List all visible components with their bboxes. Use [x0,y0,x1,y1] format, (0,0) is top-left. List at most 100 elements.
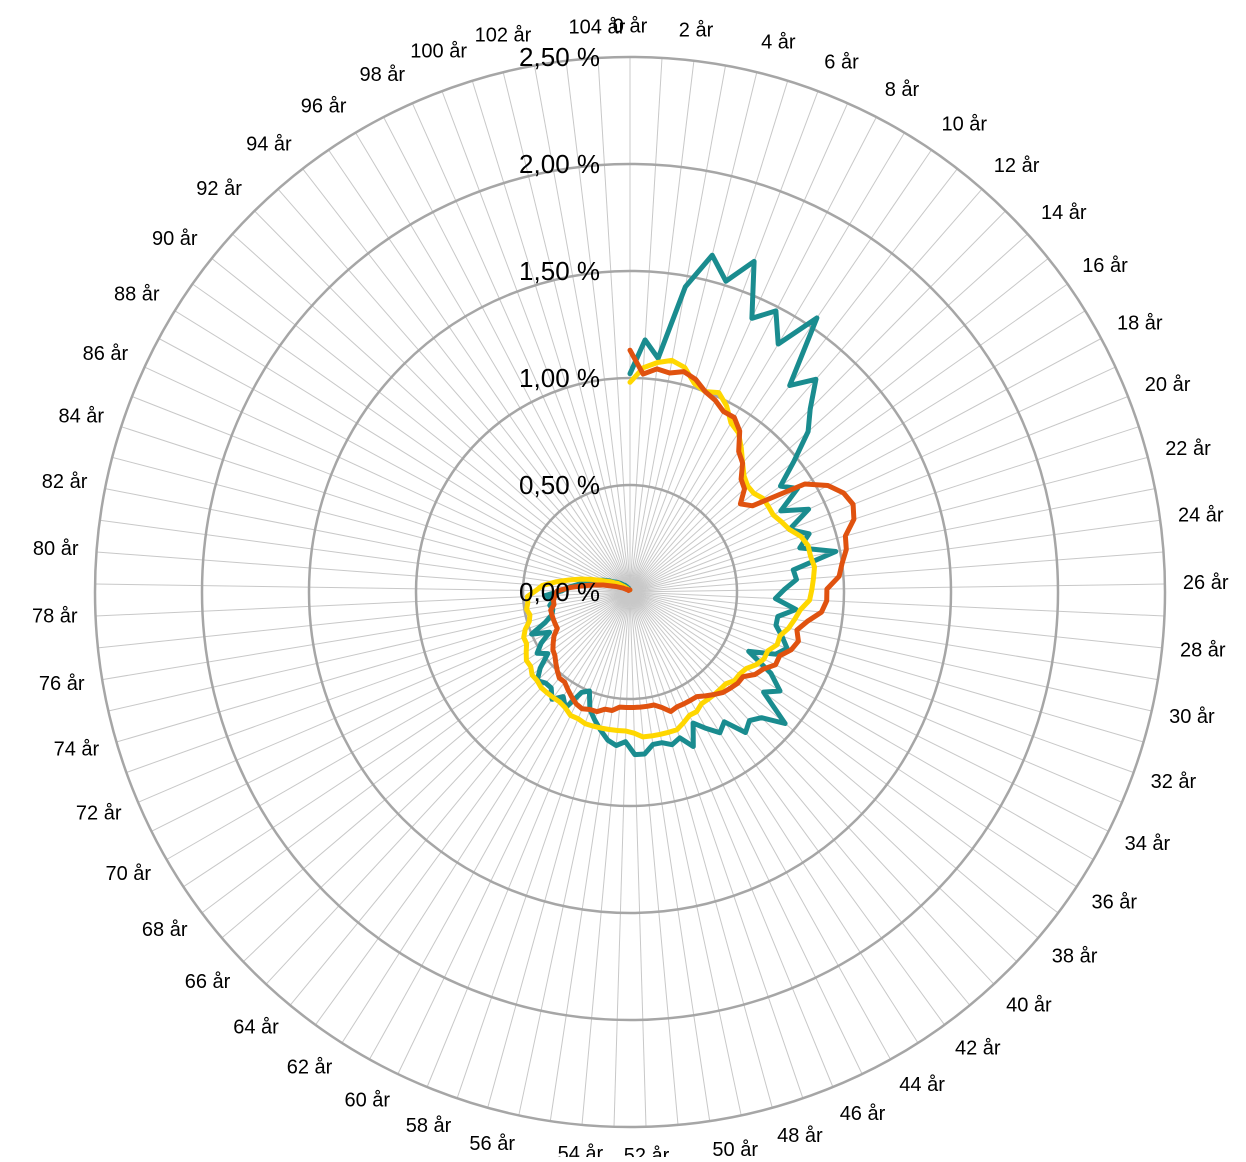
category-label: 46 år [840,1103,886,1125]
spoke-line [629,591,773,1108]
spoke-line [597,57,631,593]
category-label: 100 år [410,40,467,62]
category-label: 18 år [1117,313,1163,335]
spoke-line [629,591,1152,712]
category-label: 80 år [33,538,79,560]
spoke-line [629,310,1086,593]
radial-tick-label: 2,00 % [519,149,600,179]
spoke-line [629,591,1134,773]
spoke-line [137,591,631,803]
radial-tick-label: 0,00 % [519,577,600,607]
spoke-line [629,591,1018,963]
category-label: 78 år [32,606,78,628]
category-label: 24 år [1178,504,1224,526]
series-line-3 [548,347,857,715]
spoke-line [629,188,983,593]
spoke-line [105,488,631,593]
category-label: 64 år [233,1017,279,1039]
spoke-line [411,103,631,593]
radial-tick-label: 2,50 % [519,42,600,72]
radial-tick-labels: 0,00 % 0,50 % 1,00 % 1,50 % 2,00 % 2,50 % [519,42,600,607]
spoke-line [397,591,631,1075]
spoke-line [565,60,631,593]
spoke-line [629,366,1116,593]
category-label: 36 år [1092,892,1138,914]
spoke-line [629,80,789,593]
spoke-line [221,591,631,939]
spoke-line [629,591,834,1088]
category-label: 54 år [558,1143,604,1157]
spoke-line [534,65,631,593]
category-label: 66 år [185,971,231,993]
spoke-line [629,591,995,985]
spoke-line [629,116,877,593]
spoke-line [355,132,631,593]
spoke-line [613,591,631,1127]
category-label: 58 år [406,1115,452,1137]
spoke-line [192,283,631,593]
spoke-line [174,310,631,593]
spoke-line [629,591,1109,832]
category-label: 40 år [1006,994,1052,1016]
spoke-line [116,591,631,743]
spoke-line [95,583,631,593]
category-label: 48 år [777,1125,823,1147]
ring-gridline [521,483,739,701]
radial-tick-label: 1,00 % [519,363,600,393]
spoke-line [121,426,631,593]
ring-gridline [200,162,1060,1022]
spoke-line [265,591,631,985]
spoke-line [629,591,1165,617]
category-label: 28 år [1180,639,1226,661]
category-label: 6 år [824,51,859,73]
spoke-line [629,591,679,1125]
spoke-line [629,149,932,593]
spoke-line [99,519,631,593]
spoke-line [102,591,631,681]
category-label: 20 år [1145,374,1191,396]
category-label: 98 år [360,64,406,86]
category-label: 70 år [106,863,152,885]
spoke-line [629,210,1006,593]
category-label: 14 år [1041,202,1087,224]
category-label: 50 år [712,1139,758,1157]
category-label: 74 år [54,739,100,761]
category-label: 92 år [196,178,242,200]
spoke-line [254,210,631,593]
category-label: 26 år [1183,572,1229,594]
category-label: 56 år [469,1133,515,1155]
spoke-line [629,396,1129,593]
spoke-line [629,591,891,1060]
spoke-line [629,591,1094,860]
spoke-line [629,72,758,593]
category-label: 22 år [1165,438,1211,460]
spoke-line [629,233,1028,593]
category-label: 86 år [83,343,129,365]
series-line-2 [521,357,817,740]
spoke-line [629,519,1161,593]
spoke-line [629,591,647,1127]
spoke-line [328,149,631,593]
category-label: 52 år [624,1145,670,1157]
category-label: 10 år [942,113,988,135]
spoke-line [426,591,631,1088]
spoke-line [629,591,804,1099]
series-line-1 [529,252,839,758]
spoke-line [629,60,695,593]
spoke-line [97,591,631,649]
category-label: 68 år [142,919,188,941]
category-label: 76 år [39,673,85,695]
ring-gridline [93,55,1167,1129]
category-label: 62 år [287,1056,333,1078]
category-label: 44 år [899,1074,945,1096]
spoke-line [629,591,945,1026]
spoke-line [144,366,631,593]
spoke-line [629,591,919,1044]
spoke-line [487,591,631,1108]
spoke-line [629,591,742,1116]
category-label: 96 år [301,95,347,117]
spoke-line [471,80,631,593]
category-label: 12 år [994,155,1040,177]
category-label: 82 år [42,471,88,493]
